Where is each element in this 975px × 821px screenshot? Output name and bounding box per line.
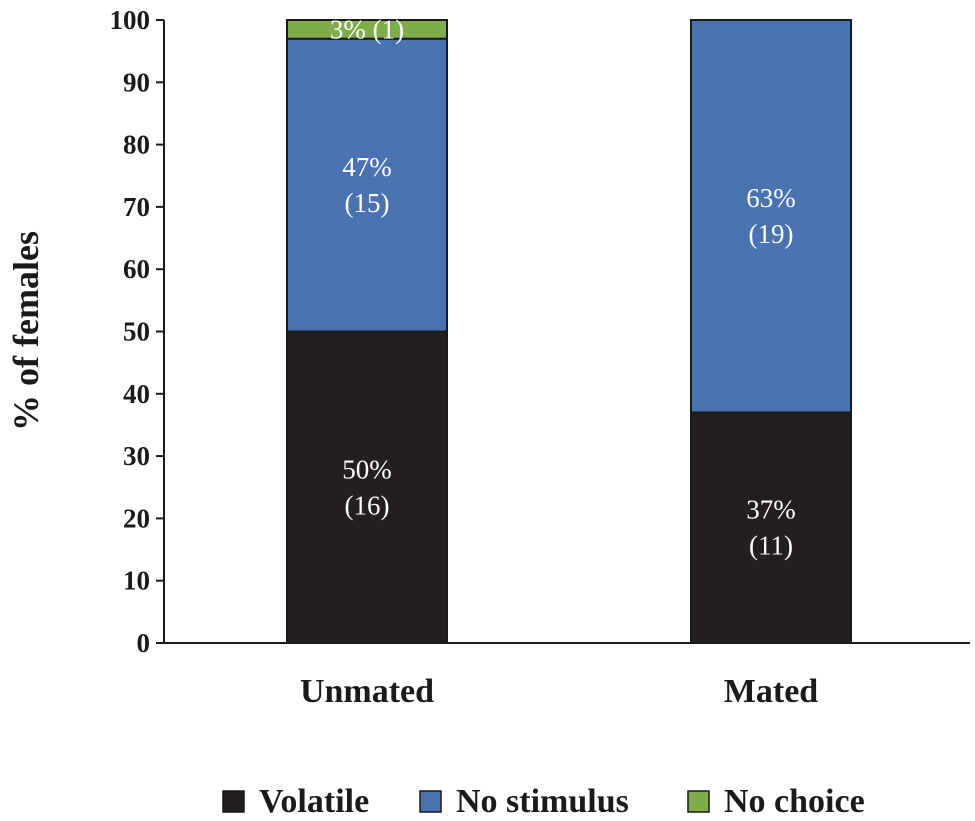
data-label: (16): [345, 490, 390, 520]
bar-segment-no-stimulus: [286, 37, 448, 333]
legend-label: No stimulus: [456, 783, 629, 820]
data-label: (19): [749, 219, 794, 249]
y-tick-label: 50: [123, 317, 150, 347]
bar-segment-no-choice: [286, 19, 448, 40]
data-label: (15): [345, 188, 390, 218]
legend-swatch: [419, 790, 442, 813]
legend-label: No choice: [724, 783, 865, 820]
y-tick-label: 30: [123, 441, 150, 471]
data-label: (11): [749, 531, 793, 561]
bar-segment-volatile: [286, 330, 448, 644]
data-label: 37%: [746, 495, 796, 525]
x-category-label: Unmated: [300, 673, 434, 710]
y-tick-label: 40: [123, 379, 150, 409]
data-label: 47%: [342, 152, 392, 182]
y-tick-label: 90: [123, 67, 150, 97]
bar-segment-volatile: [690, 411, 852, 644]
legend-swatch: [222, 790, 245, 813]
legend-swatch: [687, 790, 710, 813]
data-label: 50%: [342, 454, 392, 484]
bar-segment-no-stimulus: [690, 19, 852, 414]
y-axis-label: % of females: [6, 231, 46, 431]
x-axis-categories: Unmated Mated: [300, 673, 818, 710]
legend: Volatile No stimulus No choice: [222, 783, 865, 820]
y-tick-label: 10: [123, 566, 150, 596]
y-tick-label: 0: [137, 628, 151, 658]
y-axis-ticks: 0 10 20 30 40 50 60 70 80 90 100: [110, 5, 164, 658]
y-tick-label: 20: [123, 503, 150, 533]
y-tick-label: 70: [123, 192, 150, 222]
y-tick-label: 80: [123, 130, 150, 160]
y-tick-label: 60: [123, 254, 150, 284]
plot-area: 50% (16) 47% (15) 3% (1) 37% (11) 63% (19): [286, 14, 852, 644]
data-label: 63%: [746, 183, 796, 213]
legend-label: Volatile: [259, 783, 369, 820]
y-tick-label: 100: [110, 5, 151, 35]
data-label: 3% (1): [330, 14, 404, 44]
x-category-label: Mated: [724, 673, 819, 710]
